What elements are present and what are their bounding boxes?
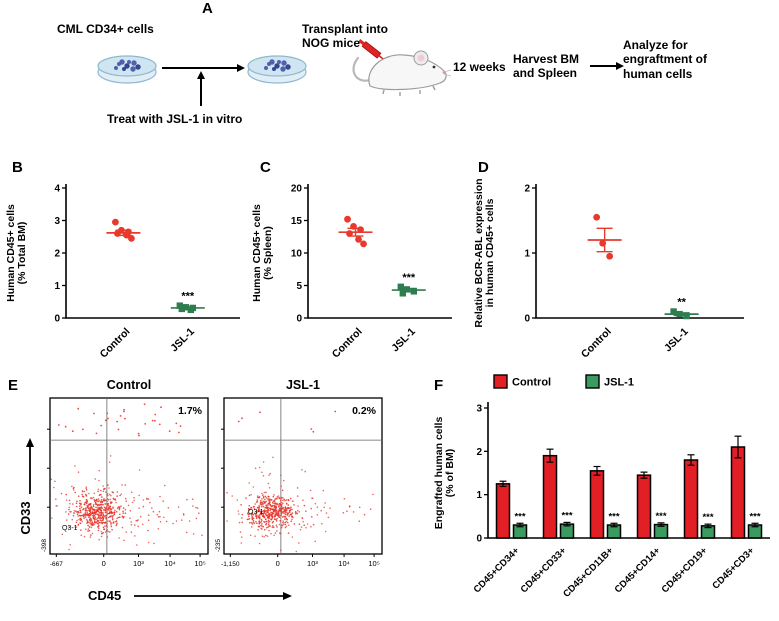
svg-text:0: 0 <box>296 314 302 325</box>
svg-text:3: 3 <box>476 404 482 415</box>
svg-text:(% Spleen): (% Spleen) <box>262 226 274 280</box>
svg-text:E: E <box>8 377 18 394</box>
twelve-weeks-label: 12 weeks <box>453 60 506 74</box>
svg-text:10⁴: 10⁴ <box>338 559 350 568</box>
panel-e-flow-cytometry-plots: E Control 1.7% Q3-1 -667 0 10³ 10⁴ 10⁵ -398 JSL-1 0… <box>0 368 430 620</box>
mouse-icon <box>352 50 452 96</box>
svg-text:0: 0 <box>524 314 530 325</box>
transplant-label: Transplant into NOG mice <box>302 22 389 51</box>
svg-text:Control: Control <box>512 377 551 389</box>
svg-text:***: *** <box>702 512 713 523</box>
svg-text:Human CD45+ cells: Human CD45+ cells <box>5 204 17 302</box>
svg-text:C: C <box>260 159 271 176</box>
svg-text:Engrafted human cells: Engrafted human cells <box>433 417 445 530</box>
svg-text:0.2%: 0.2% <box>352 405 377 417</box>
svg-text:10⁴: 10⁴ <box>164 559 176 568</box>
svg-text:1.7%: 1.7% <box>178 405 203 417</box>
panel-b-scatter-human-cd45-bm: B 0 1 2 3 4 Human CD45+ cells (% Total BM) Contr… <box>2 150 250 368</box>
svg-text:10: 10 <box>291 249 303 260</box>
panel-d-scatter-bcr-abl-expression: D 0 1 2 Relative BCR-ABL expression in human … <box>466 150 774 368</box>
chart-canvas-D: D 0 1 2 Relative BCR-ABL expression in human … <box>473 159 744 361</box>
svg-text:CD45+CD3+: CD45+CD3+ <box>710 545 757 592</box>
svg-text:CD45+CD14+: CD45+CD14+ <box>613 545 663 595</box>
svg-text:***: *** <box>561 510 572 521</box>
chart-canvas-B: B 0 1 2 3 4 Human CD45+ cells (% Total BM) Contr… <box>5 159 240 361</box>
svg-text:CD45+CD19+: CD45+CD19+ <box>660 545 710 595</box>
svg-text:4: 4 <box>54 184 60 195</box>
svg-text:Control: Control <box>107 378 151 392</box>
svg-text:10³: 10³ <box>133 559 144 568</box>
svg-text:**: ** <box>677 297 686 309</box>
svg-text:3: 3 <box>54 216 60 227</box>
svg-text:2: 2 <box>54 249 60 260</box>
svg-text:-235: -235 <box>215 539 222 552</box>
svg-text:0: 0 <box>476 534 482 545</box>
svg-text:2: 2 <box>476 447 482 458</box>
svg-text:Relative BCR-ABL expression: Relative BCR-ABL expression <box>473 178 485 327</box>
svg-text:(% Total BM): (% Total BM) <box>16 222 28 285</box>
treat-jsl1-label: Treat with JSL-1 in vitro <box>107 112 243 126</box>
svg-text:0: 0 <box>102 559 106 568</box>
svg-text:20: 20 <box>291 184 303 195</box>
chart-canvas-C: C 0 5 10 15 20 Human CD45+ cells (% Spleen) Cont… <box>251 159 452 361</box>
svg-text:JSL-1: JSL-1 <box>662 326 691 355</box>
analyze-label: Analyze for engraftment of human cells <box>623 38 707 81</box>
petri-dish-icon <box>247 55 307 84</box>
svg-text:1: 1 <box>476 490 482 501</box>
svg-text:***: *** <box>402 272 416 284</box>
svg-text:Control: Control <box>330 326 365 361</box>
svg-text:F: F <box>434 377 443 394</box>
svg-text:Q3-1: Q3-1 <box>248 509 264 516</box>
svg-text:D: D <box>478 159 489 176</box>
svg-text:2: 2 <box>524 184 530 195</box>
svg-text:***: *** <box>181 291 195 303</box>
harvest-label: Harvest BM and Spleen <box>513 52 580 81</box>
svg-text:10⁵: 10⁵ <box>194 559 205 568</box>
svg-text:***: *** <box>514 511 525 522</box>
svg-text:JSL-1: JSL-1 <box>168 326 197 355</box>
svg-text:***: *** <box>608 511 619 522</box>
panel-a-workflow: A CML CD34+ cells Treat with JSL-1 in vi… <box>0 0 779 150</box>
workflow-graphics <box>97 39 624 106</box>
svg-text:JSL-1: JSL-1 <box>286 378 320 392</box>
svg-text:-398: -398 <box>41 539 48 552</box>
svg-text:JSL-1: JSL-1 <box>389 326 418 355</box>
svg-text:CD45+CD33+: CD45+CD33+ <box>519 545 569 595</box>
svg-text:15: 15 <box>291 216 303 227</box>
svg-text:-1,150: -1,150 <box>221 561 240 568</box>
svg-text:CD33: CD33 <box>18 501 33 534</box>
svg-text:10³: 10³ <box>307 559 318 568</box>
panel-a-label: A <box>202 0 213 17</box>
svg-text:in human CD45+ cells: in human CD45+ cells <box>484 198 496 307</box>
svg-text:10⁵: 10⁵ <box>368 559 379 568</box>
cml-cd34-cells-label: CML CD34+ cells <box>57 22 154 36</box>
svg-text:***: *** <box>655 511 666 522</box>
svg-text:CD45+CD11B+: CD45+CD11B+ <box>561 545 616 600</box>
chart-canvas-F: F Control JSL-1 0 1 2 3 Engrafted human cells (%… <box>433 374 770 600</box>
svg-text:CD45: CD45 <box>88 588 121 603</box>
svg-text:(% of BM): (% of BM) <box>444 449 456 497</box>
panel-f-bar-engrafted-cells: F Control JSL-1 0 1 2 3 Engrafted human cells (%… <box>430 368 778 620</box>
panel-c-scatter-human-cd45-spleen: C 0 5 10 15 20 Human CD45+ cells (% Spleen) Cont… <box>251 150 464 368</box>
chart-canvas-E: E Control 1.7% Q3-1 -667 0 10³ 10⁴ 10⁵ -398 JSL-1 0… <box>8 377 383 603</box>
svg-text:1: 1 <box>524 249 530 260</box>
svg-text:JSL-1: JSL-1 <box>604 377 634 389</box>
svg-text:0: 0 <box>54 314 60 325</box>
svg-text:Control: Control <box>98 326 133 361</box>
svg-text:Human CD45+ cells: Human CD45+ cells <box>252 204 263 302</box>
svg-text:1: 1 <box>54 281 60 292</box>
svg-text:Control: Control <box>579 326 614 361</box>
petri-dish-icon <box>97 55 157 84</box>
svg-text:B: B <box>12 159 23 176</box>
svg-text:-667: -667 <box>50 561 63 568</box>
svg-text:5: 5 <box>296 281 302 292</box>
svg-text:0: 0 <box>276 559 280 568</box>
svg-text:Q3-1: Q3-1 <box>62 525 78 532</box>
svg-text:***: *** <box>749 511 760 522</box>
svg-text:CD45+CD34+: CD45+CD34+ <box>472 545 522 595</box>
